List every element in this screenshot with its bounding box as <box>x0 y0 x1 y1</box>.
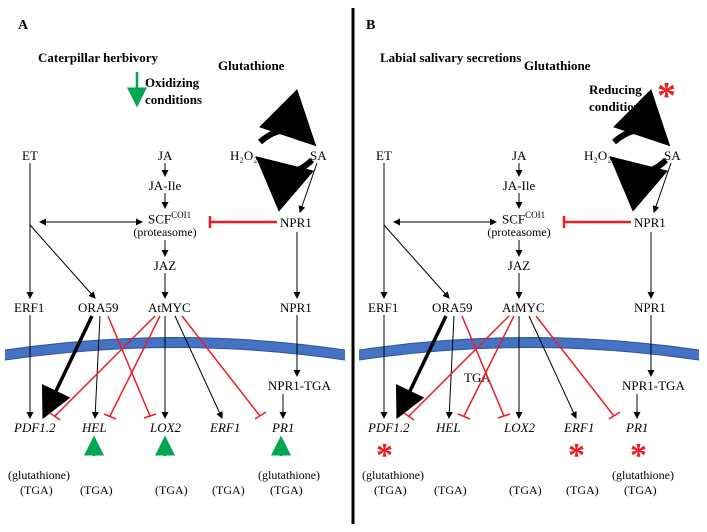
panel-b-title: Labial salivary secretions <box>380 50 521 66</box>
proteasome-b: (proteasome) <box>487 225 550 239</box>
npr1-top-a: NPR1 <box>280 215 312 231</box>
erf1-gene-b: ERF1 <box>564 420 594 436</box>
ora59-a: ORA59 <box>78 300 118 316</box>
tga-b-4: (TGA) <box>566 483 599 497</box>
pr1-b: PR1 <box>626 420 648 436</box>
asterisk-erf1: * <box>568 436 585 477</box>
npr1-tga-b: NPR1-TGA <box>622 378 685 394</box>
panel-a: A Caterpillar herbivory Glutathione Oxid… <box>0 0 353 532</box>
atmyc-b: AtMYC <box>502 300 545 316</box>
panel-a-cond2: conditions <box>145 92 202 108</box>
et-a: ET <box>22 148 38 164</box>
glut-b-1: (glutathione) <box>362 468 424 482</box>
tga-b: TGA <box>464 370 491 386</box>
npr1-mid-b: NPR1 <box>634 300 666 316</box>
glutathione-a: Glutathione <box>218 58 284 74</box>
panel-a-letter: A <box>18 18 28 35</box>
panel-b-cond2: conditions <box>589 99 646 115</box>
panel-b-letter: B <box>366 18 375 35</box>
tga-a-5: (TGA) <box>270 483 303 497</box>
hel-b: HEL <box>436 420 461 436</box>
atmyc-a: AtMYC <box>148 300 191 316</box>
lox2-a: LOX2 <box>150 420 181 436</box>
pr1-a: PR1 <box>272 420 294 436</box>
jaz-a: JAZ <box>154 258 176 274</box>
tga-a-2: (TGA) <box>80 483 113 497</box>
tga-b-3: (TGA) <box>509 483 542 497</box>
panel-a-title: Caterpillar herbivory <box>38 50 158 66</box>
tga-b-1: (TGA) <box>374 483 407 497</box>
ja-b: JA <box>512 148 526 164</box>
npr1-mid-a: NPR1 <box>280 300 312 316</box>
proteasome-a: (proteasome) <box>133 225 196 239</box>
erf1-gene-a: ERF1 <box>210 420 240 436</box>
panel-b-cond1: Reducing <box>589 82 642 98</box>
ja-ile-a: JA-Ile <box>149 178 182 194</box>
glut-b-2: (glutathione) <box>612 468 674 482</box>
asterisk-cond-b: * <box>657 74 676 120</box>
tga-a-4: (TGA) <box>212 483 245 497</box>
h2o2-b: H₂O₂ <box>584 148 612 164</box>
tga-a-1: (TGA) <box>20 483 53 497</box>
et-b: ET <box>376 148 392 164</box>
panel-a-cond1: Oxidizing <box>145 75 199 91</box>
pdf12-b: PDF1.2 <box>368 420 410 436</box>
hel-a: HEL <box>82 420 107 436</box>
tga-a-3: (TGA) <box>155 483 188 497</box>
ora59-b: ORA59 <box>432 300 472 316</box>
tga-b-5: (TGA) <box>624 483 657 497</box>
glutathione-b: Glutathione <box>524 58 590 74</box>
npr1-top-b: NPR1 <box>634 215 666 231</box>
membrane-band-a <box>5 338 345 361</box>
lox2-b: LOX2 <box>504 420 535 436</box>
sa-b: SA <box>664 148 681 164</box>
erf1-a: ERF1 <box>14 300 44 316</box>
tga-b-2: (TGA) <box>434 483 467 497</box>
membrane-band-b <box>359 338 699 361</box>
panel-b-arrows <box>354 0 707 532</box>
ja-ile-b: JA-Ile <box>503 178 536 194</box>
panel-b: B Labial salivary secretions Glutathione… <box>354 0 707 532</box>
erf1-b: ERF1 <box>368 300 398 316</box>
npr1-tga-a: NPR1-TGA <box>268 378 331 394</box>
glut-a-2: (glutathione) <box>258 468 320 482</box>
glut-a-1: (glutathione) <box>8 468 70 482</box>
h2o2-a: H₂O₂ <box>230 148 258 164</box>
ja-a: JA <box>158 148 172 164</box>
jaz-b: JAZ <box>508 258 530 274</box>
sa-a: SA <box>310 148 327 164</box>
pdf12-a: PDF1.2 <box>14 420 56 436</box>
